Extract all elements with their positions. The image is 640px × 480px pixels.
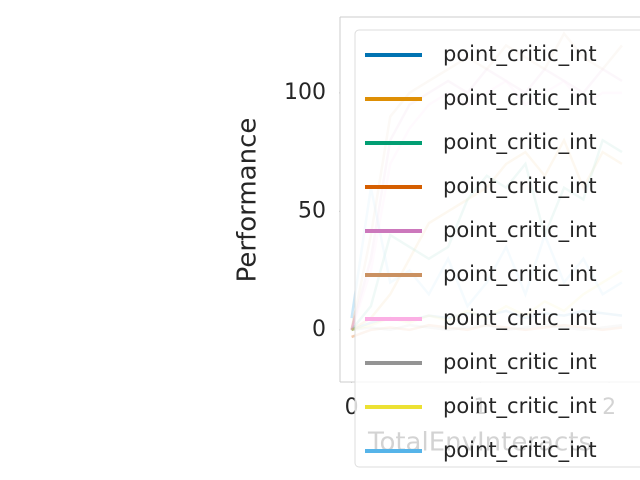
legend-box xyxy=(354,29,640,468)
legend-label: point_critic_int xyxy=(443,262,597,287)
legend: point_critic_int point_critic_int point_cr… xyxy=(354,29,640,468)
legend-label: point_critic_int xyxy=(443,350,597,375)
y-tick-label: 100 xyxy=(284,80,326,105)
legend-label: point_critic_int xyxy=(443,86,597,111)
legend-label: point_critic_int xyxy=(443,42,597,67)
legend-label: point_critic_int xyxy=(443,394,597,419)
legend-label: point_critic_int xyxy=(443,306,597,331)
legend-label: point_critic_int xyxy=(443,218,597,243)
legend-label: point_critic_int xyxy=(443,438,597,463)
y-axis-label: Performance xyxy=(233,118,263,283)
legend-label: point_critic_int xyxy=(443,130,597,155)
y-tick-label: 0 xyxy=(312,317,326,342)
legend-label: point_critic_int xyxy=(443,174,597,199)
y-tick-label: 50 xyxy=(298,198,326,223)
